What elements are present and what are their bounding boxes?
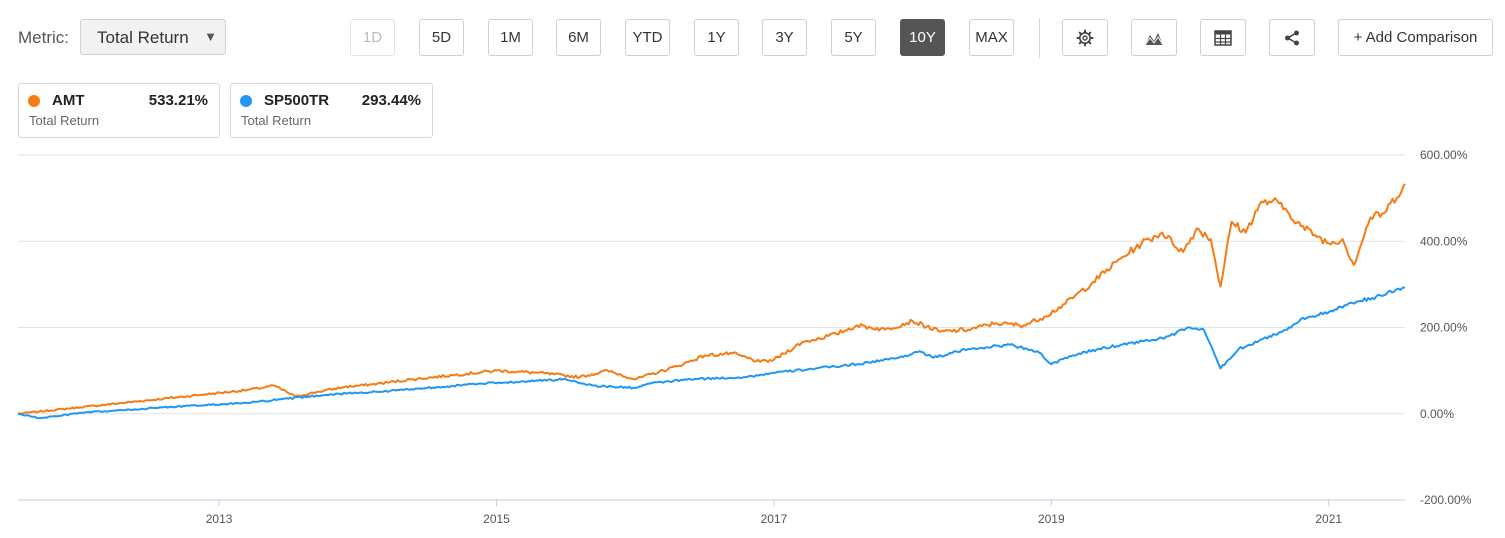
y-tick-label: -200.00% [1420, 493, 1472, 507]
legend-value: 293.44% [361, 92, 421, 109]
x-tick-label: 2021 [1315, 512, 1342, 526]
settings-button[interactable] [1062, 19, 1108, 56]
x-axis: 2013 2015 2017 2019 2021 [206, 500, 1342, 526]
line-chart[interactable]: 2013 2015 2017 2019 2021 600.00% 400.00% 200.0… [0, 140, 1505, 538]
chart-type-button[interactable] [1131, 19, 1177, 56]
y-tick-label: 600.00% [1420, 148, 1468, 162]
legend-symbol: SP500TR [264, 92, 330, 109]
x-tick-label: 2017 [761, 512, 788, 526]
range-button-6m[interactable]: 6M [556, 19, 601, 56]
series-layer [17, 183, 1406, 420]
chevron-down-icon: ▼ [204, 29, 217, 44]
chart-type-icon [1144, 32, 1164, 45]
legend-symbol: AMT [52, 92, 85, 109]
metric-select[interactable]: Total Return ▼ [80, 19, 226, 55]
x-tick-label: 2015 [483, 512, 510, 526]
series-line-sp500tr[interactable] [17, 286, 1406, 420]
legend-metric: Total Return [241, 113, 312, 128]
series-color-dot [240, 95, 252, 107]
metric-label: Metric: [18, 28, 69, 47]
share-button[interactable] [1269, 19, 1315, 56]
table-icon [1214, 29, 1232, 46]
add-comparison-button[interactable]: + Add Comparison [1338, 19, 1493, 56]
range-button-max[interactable]: MAX [969, 19, 1014, 56]
table-view-button[interactable] [1200, 19, 1246, 56]
series-color-dot [28, 95, 40, 107]
y-tick-label: 0.00% [1420, 407, 1454, 421]
series-line-amt[interactable] [17, 183, 1406, 415]
share-icon [1285, 30, 1299, 45]
y-tick-label: 200.00% [1420, 321, 1468, 335]
y-tick-label: 400.00% [1420, 234, 1468, 248]
legend-card-amt[interactable]: AMT 533.21% Total Return [18, 83, 220, 138]
range-button-1y[interactable]: 1Y [694, 19, 739, 56]
x-tick-label: 2013 [206, 512, 233, 526]
toolbar: Metric: Total Return ▼ 1D 5D 1M 6M YTD 1Y 3Y 5Y… [0, 0, 1505, 76]
legend-value: 533.21% [148, 92, 208, 109]
range-button-10y[interactable]: 10Y [900, 19, 945, 56]
range-button-3y[interactable]: 3Y [762, 19, 807, 56]
toolbar-divider [1039, 18, 1040, 58]
range-button-1m[interactable]: 1M [488, 19, 533, 56]
x-tick-label: 2019 [1038, 512, 1065, 526]
y-axis: 600.00% 400.00% 200.00% 0.00% -200.00% [1420, 148, 1472, 507]
range-button-5d[interactable]: 5D [419, 19, 464, 56]
grid-layer [18, 154, 1405, 501]
range-button-1d: 1D [350, 19, 395, 56]
range-button-ytd[interactable]: YTD [625, 19, 670, 56]
range-button-5y[interactable]: 5Y [831, 19, 876, 56]
legend-metric: Total Return [29, 113, 100, 128]
gear-icon [1076, 29, 1094, 46]
metric-select-value: Total Return [97, 28, 189, 47]
legend-card-sp500tr[interactable]: SP500TR 293.44% Total Return [230, 83, 433, 138]
